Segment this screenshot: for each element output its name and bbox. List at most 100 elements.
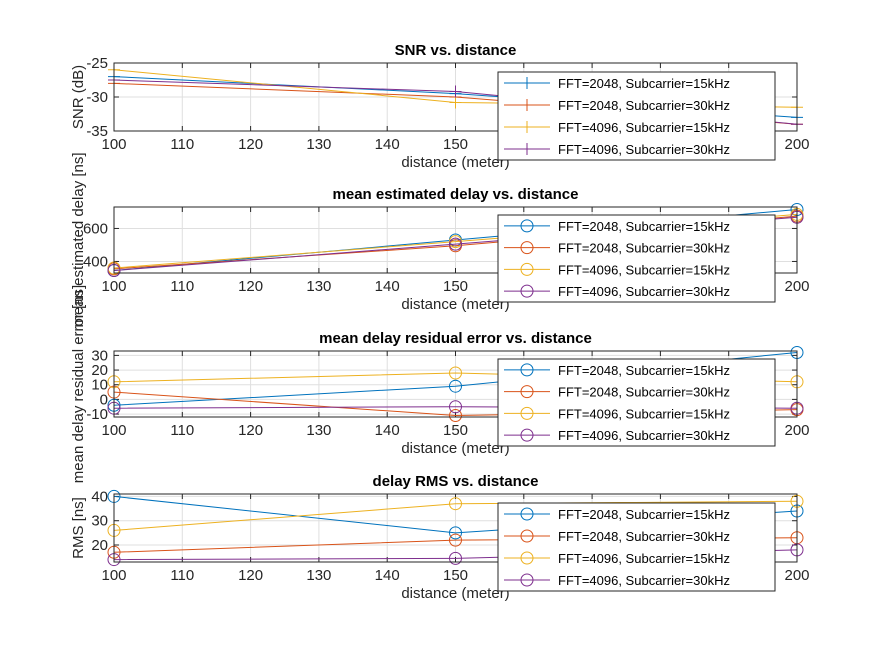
axes-outline xyxy=(113,493,798,563)
subplot-2: 100110120130140150160170180190200400600m… xyxy=(70,152,810,327)
legend-label: FFT=2048, Subcarrier=30kHz xyxy=(558,529,730,544)
data-point xyxy=(449,533,462,547)
x-tick-label: 110 xyxy=(170,567,194,584)
y-tick-label: 0 xyxy=(100,391,108,408)
x-tick-label: 100 xyxy=(101,422,126,439)
x-tick-label: 120 xyxy=(238,278,263,295)
legend-box xyxy=(497,502,776,592)
y-axis-label: mean delay residual error [ns] xyxy=(70,285,87,483)
x-tick-label: 130 xyxy=(306,422,331,439)
legend-label: FFT=4096, Subcarrier=30kHz xyxy=(558,428,730,443)
subplot-4: 100110120130140150160170180190200203040d… xyxy=(70,473,810,602)
x-axis-label: distance (meter) xyxy=(401,154,509,171)
x-tick-label: 100 xyxy=(101,278,126,295)
y-axis-label: SNR (dB) xyxy=(70,65,87,129)
legend-label: FFT=2048, Subcarrier=15kHz xyxy=(558,363,730,378)
y-tick-label: 40 xyxy=(91,488,108,505)
y-tick-label: 10 xyxy=(91,377,108,394)
axes-outline xyxy=(113,206,798,274)
legend-marker xyxy=(520,406,534,420)
legend-label: FFT=4096, Subcarrier=30kHz xyxy=(558,142,730,157)
x-tick-label: 200 xyxy=(784,136,809,153)
x-tick-label: 200 xyxy=(784,422,809,439)
y-tick-label: 30 xyxy=(91,513,108,530)
legend: FFT=2048, Subcarrier=15kHz FFT=2048, Subc… xyxy=(497,358,776,447)
data-point xyxy=(449,366,462,380)
legend: FFT=2048, Subcarrier=15kHz FFT=2048, Subc… xyxy=(497,502,776,592)
x-tick-label: 140 xyxy=(375,278,400,295)
y-tick-label: 30 xyxy=(91,347,108,364)
x-tick-label: 130 xyxy=(306,567,331,584)
data-point xyxy=(449,526,462,540)
subplot-1: 100110120130140150160170180190200-35-30-… xyxy=(70,42,810,171)
x-tick-label: 110 xyxy=(170,422,194,439)
legend-box xyxy=(497,214,776,303)
data-point xyxy=(449,85,462,98)
y-axis-label: RMS [ns] xyxy=(70,497,87,559)
legend: FFT=2048, Subcarrier=15kHz FFT=2048, Subc… xyxy=(497,71,776,161)
legend-marker xyxy=(520,262,534,276)
series-line-3 xyxy=(113,500,798,531)
data-point xyxy=(449,96,462,109)
x-tick-label: 120 xyxy=(238,422,263,439)
data-point xyxy=(449,409,462,423)
y-tick-label: -30 xyxy=(86,89,108,106)
x-tick-label: 150 xyxy=(443,136,468,153)
chart-title: mean estimated delay vs. distance xyxy=(333,186,579,203)
legend-marker xyxy=(520,507,534,521)
legend-marker xyxy=(520,385,534,399)
legend-label: FFT=4096, Subcarrier=30kHz xyxy=(558,284,730,299)
legend-marker xyxy=(520,241,534,255)
x-tick-label: 110 xyxy=(170,136,194,153)
x-tick-label: 130 xyxy=(306,278,331,295)
legend-marker xyxy=(520,428,534,442)
y-tick-label: -35 xyxy=(86,123,108,140)
axes-outline xyxy=(113,62,798,132)
legend-marker xyxy=(520,363,534,377)
axes-outline xyxy=(113,350,798,418)
chart-title: delay RMS vs. distance xyxy=(373,473,539,490)
subplot-3: 100110120130140150160170180190200-100102… xyxy=(70,285,810,483)
x-tick-label: 140 xyxy=(375,567,400,584)
data-point xyxy=(449,400,462,414)
legend-box xyxy=(497,71,776,161)
legend-label: FFT=2048, Subcarrier=30kHz xyxy=(558,241,730,256)
y-tick-label: 20 xyxy=(91,362,108,379)
legend-marker xyxy=(520,529,534,543)
chart-title: SNR vs. distance xyxy=(395,42,517,59)
x-axis-label: distance (meter) xyxy=(401,440,509,457)
x-tick-label: 150 xyxy=(443,278,468,295)
x-tick-label: 150 xyxy=(443,422,468,439)
x-tick-label: 140 xyxy=(375,136,400,153)
x-tick-label: 120 xyxy=(238,567,263,584)
legend-marker xyxy=(520,219,534,233)
legend-box xyxy=(497,358,776,447)
chart-title: mean delay residual error vs. distance xyxy=(319,330,592,347)
x-tick-label: 100 xyxy=(101,136,126,153)
x-tick-label: 100 xyxy=(101,567,126,584)
legend-label: FFT=2048, Subcarrier=15kHz xyxy=(558,219,730,234)
legend-label: FFT=4096, Subcarrier=30kHz xyxy=(558,573,730,588)
y-tick-label: -25 xyxy=(86,55,108,72)
x-axis-label: distance (meter) xyxy=(401,296,509,313)
x-tick-label: 130 xyxy=(306,136,331,153)
data-point xyxy=(449,551,462,565)
legend: FFT=2048, Subcarrier=15kHz FFT=2048, Subc… xyxy=(497,214,776,303)
x-tick-label: 140 xyxy=(375,422,400,439)
x-tick-label: 110 xyxy=(170,278,194,295)
y-tick-label: 20 xyxy=(91,537,108,554)
legend-marker xyxy=(521,77,533,89)
legend-label: FFT=2048, Subcarrier=15kHz xyxy=(558,507,730,522)
legend-label: FFT=4096, Subcarrier=15kHz xyxy=(558,551,730,566)
legend-marker xyxy=(521,121,533,133)
legend-marker xyxy=(520,284,534,298)
legend-marker xyxy=(520,573,534,587)
legend-marker xyxy=(521,99,533,111)
y-tick-label: -10 xyxy=(86,406,108,423)
legend-marker xyxy=(520,551,534,565)
legend-marker xyxy=(521,143,533,155)
data-point xyxy=(449,379,462,393)
x-tick-label: 200 xyxy=(784,567,809,584)
y-tick-label: 600 xyxy=(83,220,108,237)
